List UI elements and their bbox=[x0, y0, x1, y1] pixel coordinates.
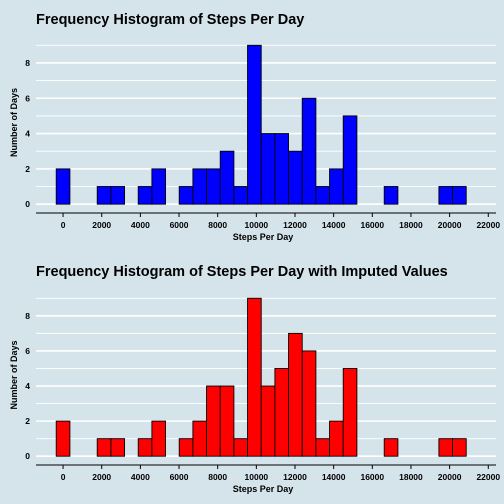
histogram-bar bbox=[151, 420, 167, 457]
histogram-bar bbox=[151, 168, 167, 205]
y-axis-label: Number of Days bbox=[9, 340, 19, 409]
x-tick-label: 20000 bbox=[438, 220, 462, 230]
histogram-bar bbox=[219, 150, 235, 205]
x-tick-label: 16000 bbox=[360, 472, 384, 482]
y-tick-label: 0 bbox=[25, 451, 30, 461]
histogram-bar bbox=[192, 420, 208, 457]
histogram-bar bbox=[137, 186, 153, 205]
chart-panel-2: Frequency Histogram of Steps Per Day wit… bbox=[9, 264, 500, 494]
histogram-bar bbox=[301, 97, 317, 205]
y-tick-label: 0 bbox=[25, 199, 30, 209]
histogram-bar bbox=[233, 186, 249, 205]
chart-panel-1: Frequency Histogram of Steps Per Day 0 200… bbox=[9, 12, 500, 242]
histogram-bar bbox=[110, 438, 126, 457]
histogram-bar bbox=[452, 186, 467, 205]
histogram-bar bbox=[178, 438, 194, 457]
y-tick-label: 4 bbox=[25, 129, 30, 139]
x-tick-label: 4000 bbox=[131, 472, 150, 482]
histogram-bar bbox=[383, 186, 399, 205]
x-tick-label: 0 bbox=[61, 220, 66, 230]
x-tick-label: 18000 bbox=[399, 472, 423, 482]
histogram-bar bbox=[315, 438, 331, 457]
x-tick-label: 20000 bbox=[438, 472, 462, 482]
histogram-bar bbox=[438, 186, 454, 205]
y-tick-label: 6 bbox=[25, 93, 30, 103]
x-tick-label: 10000 bbox=[245, 472, 269, 482]
histogram-bar bbox=[247, 44, 262, 205]
histogram-bar bbox=[55, 168, 71, 205]
histogram-bar bbox=[274, 368, 290, 457]
histogram-bar bbox=[206, 168, 221, 205]
x-tick-label: 6000 bbox=[170, 472, 189, 482]
histogram-bar bbox=[110, 186, 126, 205]
y-tick-label: 2 bbox=[25, 416, 30, 426]
histogram-bar bbox=[247, 297, 262, 457]
histogram-bar bbox=[274, 133, 290, 205]
x-tick-label: 22000 bbox=[476, 220, 500, 230]
x-tick-label: 6000 bbox=[170, 220, 189, 230]
x-axis-label: Steps Per Day bbox=[233, 484, 294, 494]
x-tick-label: 10000 bbox=[245, 220, 269, 230]
x-tick-label: 12000 bbox=[283, 220, 307, 230]
histogram-bar bbox=[260, 385, 276, 457]
histogram-bar bbox=[178, 186, 194, 205]
histogram-bar bbox=[329, 420, 344, 457]
x-tick-label: 2000 bbox=[92, 472, 111, 482]
y-tick-label: 8 bbox=[25, 311, 30, 321]
x-tick-label: 18000 bbox=[399, 220, 423, 230]
x-tick-label: 14000 bbox=[322, 220, 346, 230]
histogram-bar bbox=[315, 186, 331, 205]
histogram-bar bbox=[206, 385, 221, 457]
x-tick-label: 16000 bbox=[360, 220, 384, 230]
histogram-bar bbox=[452, 438, 467, 457]
x-tick-label: 2000 bbox=[92, 220, 111, 230]
y-tick-label: 2 bbox=[25, 164, 30, 174]
histogram-bar bbox=[288, 332, 303, 457]
y-tick-label: 6 bbox=[25, 346, 30, 356]
x-tick-label: 8000 bbox=[208, 220, 227, 230]
x-tick-label: 14000 bbox=[322, 472, 346, 482]
histogram-bar bbox=[301, 350, 317, 457]
histogram-bar bbox=[383, 438, 399, 457]
x-tick-label: 4000 bbox=[131, 220, 150, 230]
x-tick-label: 0 bbox=[61, 472, 66, 482]
histogram-bar bbox=[288, 150, 303, 205]
histogram-bar bbox=[55, 420, 71, 457]
histogram-bar bbox=[329, 168, 344, 205]
chart-title: Frequency Histogram of Steps Per Day wit… bbox=[36, 264, 448, 280]
histogram-bar bbox=[137, 438, 153, 457]
chart-title: Frequency Histogram of Steps Per Day bbox=[36, 12, 304, 28]
histogram-bar bbox=[233, 438, 249, 457]
x-tick-label: 8000 bbox=[208, 472, 227, 482]
histogram-bar bbox=[192, 168, 208, 205]
histogram-bar bbox=[219, 385, 235, 457]
histogram-bar bbox=[96, 438, 112, 457]
y-tick-label: 4 bbox=[25, 381, 30, 391]
histogram-bar bbox=[96, 186, 112, 205]
histogram-bar bbox=[342, 115, 358, 205]
histogram-bar bbox=[260, 133, 276, 205]
y-axis-label: Number of Days bbox=[9, 88, 19, 157]
x-tick-label: 12000 bbox=[283, 472, 307, 482]
histogram-bar bbox=[342, 368, 358, 457]
histogram-bar bbox=[438, 438, 454, 457]
x-axis-label: Steps Per Day bbox=[233, 232, 294, 242]
x-tick-label: 22000 bbox=[476, 472, 500, 482]
y-tick-label: 8 bbox=[25, 58, 30, 68]
